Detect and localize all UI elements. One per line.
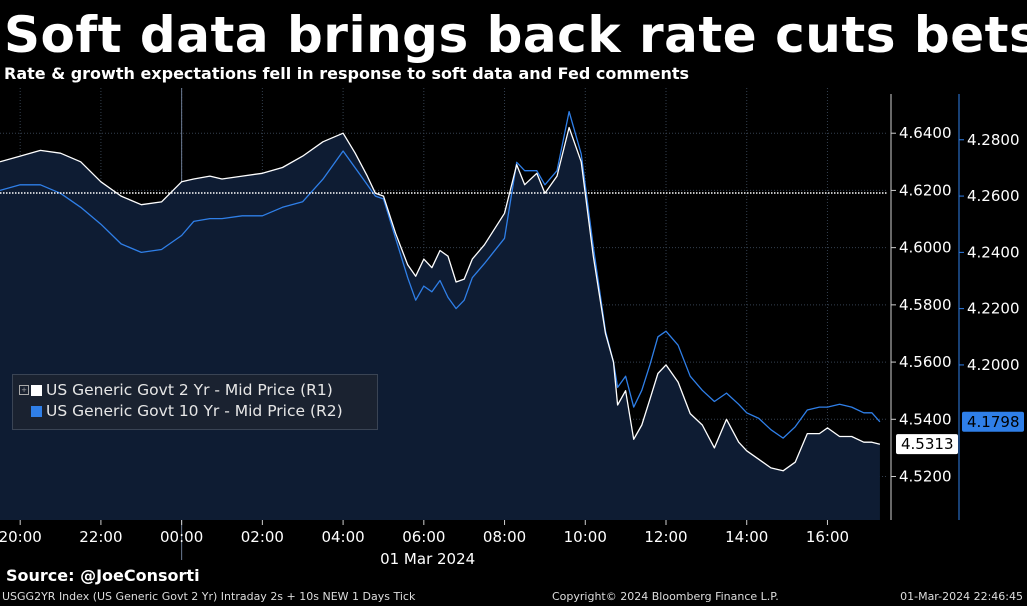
chart-legend: + US Generic Govt 2 Yr - Mid Price (R1) … bbox=[12, 374, 378, 430]
legend-item-2yr[interactable]: + US Generic Govt 2 Yr - Mid Price (R1) bbox=[19, 380, 333, 400]
timestamp: 01-Mar-2024 22:46:45 bbox=[900, 590, 1023, 603]
tick-label-x: 00:00 bbox=[160, 528, 203, 546]
legend-label-10yr: US Generic Govt 10 Yr - Mid Price (R2) bbox=[46, 402, 343, 420]
tick-label-r2: 4.2200 bbox=[967, 300, 1020, 318]
date-label: 01 Mar 2024 bbox=[380, 550, 475, 564]
tick-label-x: 10:00 bbox=[564, 528, 607, 546]
series-line-10yr bbox=[0, 110, 881, 439]
tick-label-r1: 4.5200 bbox=[899, 468, 952, 486]
tick-label-x: 12:00 bbox=[644, 528, 687, 546]
legend-label-2yr: US Generic Govt 2 Yr - Mid Price (R1) bbox=[46, 381, 333, 399]
area-fill-2yr bbox=[0, 127, 880, 521]
tick-label-x: 02:00 bbox=[241, 528, 284, 546]
tick-label-x: 20:00 bbox=[0, 528, 42, 546]
legend-item-10yr[interactable]: US Generic Govt 10 Yr - Mid Price (R2) bbox=[19, 401, 343, 421]
last-value-10yr: 4.1798 bbox=[967, 413, 1020, 431]
tick-label-x: 22:00 bbox=[79, 528, 122, 546]
tick-label-r1: 4.5800 bbox=[899, 296, 952, 314]
chart-title: Soft data brings back rate cuts bets bbox=[4, 6, 1027, 64]
source-credit: Source: @JoeConsorti bbox=[6, 566, 200, 585]
tick-label-r1: 4.6000 bbox=[899, 239, 952, 257]
tick-label-x: 14:00 bbox=[725, 528, 768, 546]
tick-label-x: 06:00 bbox=[402, 528, 445, 546]
legend-swatch-blue bbox=[31, 405, 42, 417]
tick-label-r2: 4.2600 bbox=[967, 187, 1020, 205]
tick-label-x: 16:00 bbox=[806, 528, 849, 546]
series-line-2yr bbox=[0, 126, 881, 472]
legend-toggle-icon: + bbox=[19, 385, 29, 395]
tick-label-x: 04:00 bbox=[321, 528, 364, 546]
last-value-2yr: 4.5313 bbox=[901, 435, 954, 453]
chart-subtitle: Rate & growth expectations fell in respo… bbox=[4, 64, 690, 83]
tick-label-r1: 4.5400 bbox=[899, 410, 952, 428]
tick-label-r2: 4.2800 bbox=[967, 131, 1020, 149]
copyright-notice: Copyright© 2024 Bloomberg Finance L.P. bbox=[552, 590, 779, 603]
legend-swatch-white bbox=[31, 384, 42, 396]
tick-label-r1: 4.6400 bbox=[899, 124, 952, 142]
tick-label-r1: 4.5600 bbox=[899, 353, 952, 371]
tick-label-r1: 4.6200 bbox=[899, 181, 952, 199]
last-value-2yr-bg bbox=[896, 434, 958, 455]
tick-label-r2: 4.2400 bbox=[967, 243, 1020, 261]
tick-label-x: 08:00 bbox=[483, 528, 526, 546]
last-value-10yr-bg bbox=[962, 411, 1024, 432]
tick-label-r2: 4.2000 bbox=[967, 356, 1020, 374]
ticker-description: USGG2YR Index (US Generic Govt 2 Yr) Int… bbox=[2, 590, 416, 603]
chart-plot: 4.6400 4.6200 4.6000 4.5800 4.5600 4.5400 4.52… bbox=[0, 88, 1024, 564]
